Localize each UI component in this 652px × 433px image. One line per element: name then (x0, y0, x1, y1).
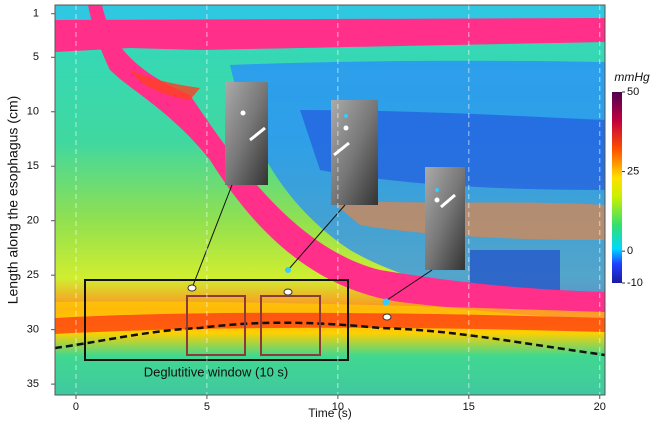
colorbar-tick-label: 50 (627, 86, 639, 98)
x-tick-label: 5 (204, 401, 210, 413)
y-tick-label: 30 (27, 324, 39, 336)
x-tick-label: 0 (73, 401, 79, 413)
x-tick-label: 15 (463, 401, 475, 413)
y-tick-label: 20 (27, 215, 39, 227)
colorbar-label: mmHg (614, 70, 650, 84)
y-tick-label: 35 (27, 378, 39, 390)
x-axis-label: Time (s) (308, 406, 352, 420)
colorbar-tick-label: 25 (627, 165, 639, 177)
colorbar (612, 92, 622, 283)
y-tick-label: 5 (33, 51, 39, 63)
x-tick-label: 10 (332, 401, 344, 413)
heatmap (55, 5, 605, 395)
x-tick-label: 20 (594, 401, 606, 413)
y-tick-label: 25 (27, 269, 39, 281)
y-tick-label: 15 (27, 160, 39, 172)
y-axis-label: Length along the esophagus (cm) (5, 96, 21, 305)
plot-frame (54, 4, 606, 396)
y-tick-label: 10 (27, 106, 39, 118)
colorbar-tick-label: -10 (627, 277, 643, 289)
y-tick-label: 1 (33, 8, 39, 20)
annotation: Deglutitive window (10 s) (144, 364, 289, 379)
colorbar-tick-label: 0 (627, 245, 633, 257)
